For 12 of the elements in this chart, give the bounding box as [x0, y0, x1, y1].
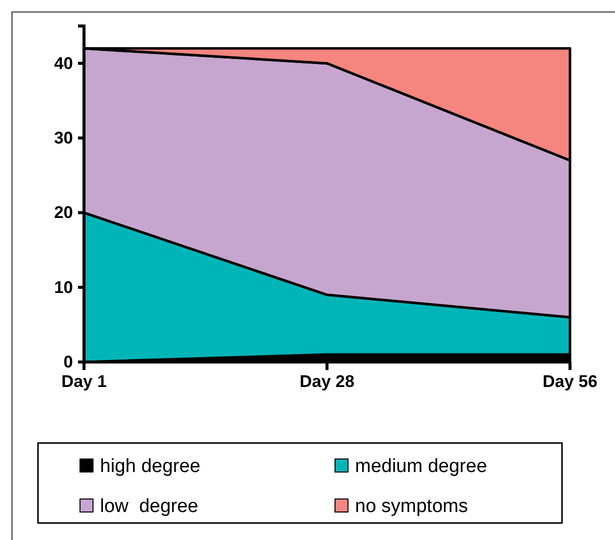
legend-label: low degree: [100, 496, 198, 517]
y-tick-label: 40: [54, 54, 73, 73]
legend-label: high degree: [100, 456, 200, 477]
y-tick-label: 30: [54, 128, 73, 148]
x-tick-label: Day 1: [61, 372, 107, 391]
y-tick-label: 0: [64, 352, 73, 372]
legend-label: medium degree: [355, 456, 488, 477]
x-tick-label: Day 28: [300, 372, 354, 391]
y-tick-label: 20: [54, 203, 73, 222]
y-tick-label: 10: [54, 278, 73, 297]
legend-label: no symptoms: [355, 496, 468, 517]
x-tick-label: Day 56: [542, 372, 598, 391]
